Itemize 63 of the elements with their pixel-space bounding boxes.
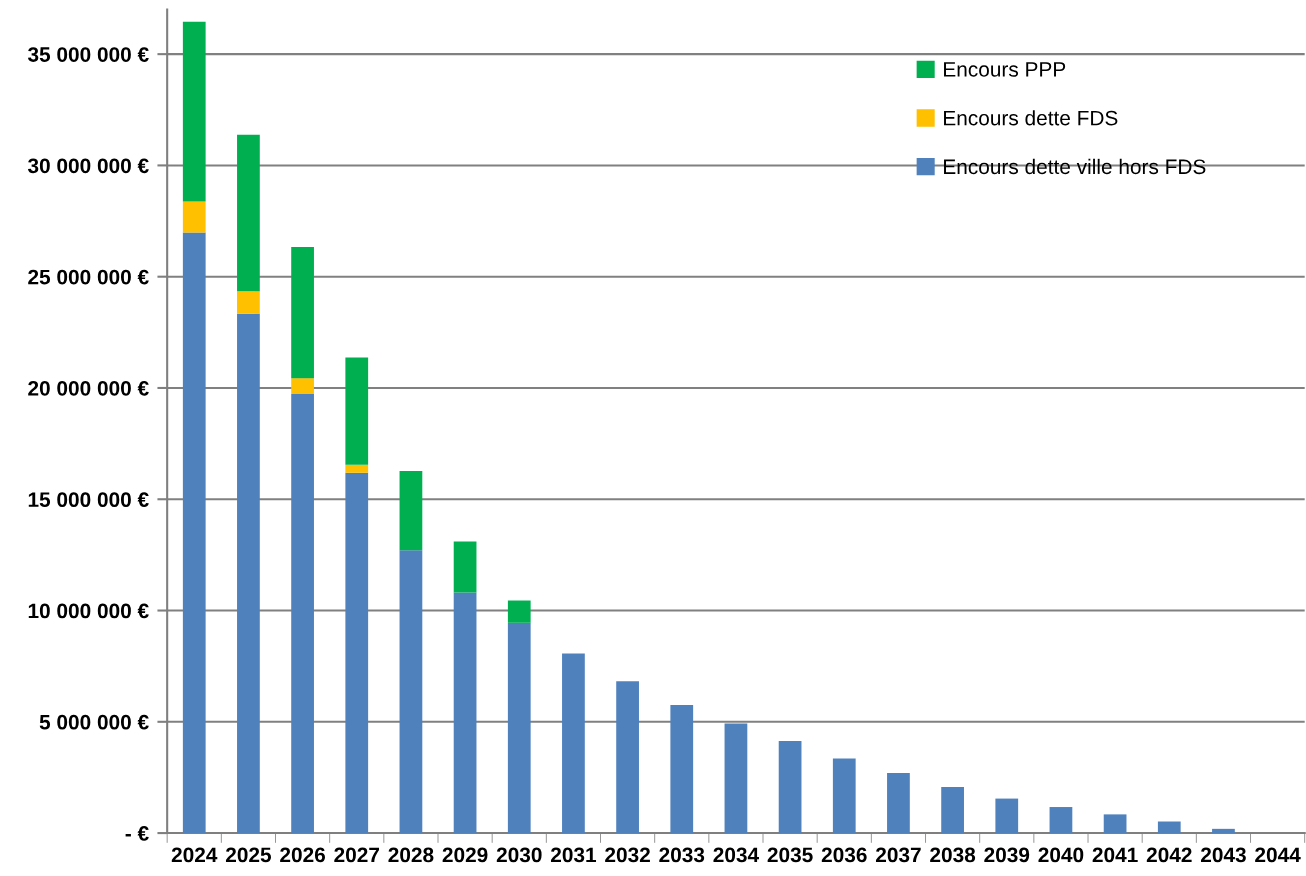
bar	[399, 470, 423, 551]
bar	[941, 787, 964, 834]
x-tick-label: 2026	[280, 847, 326, 863]
bar	[887, 772, 910, 834]
x-tick-label: 2042	[1146, 847, 1192, 863]
y-tick-label: - €	[125, 826, 149, 841]
bar	[562, 653, 585, 834]
x-tick-label: 2040	[1038, 847, 1084, 863]
y-tick-label: 30 000 000 €	[27, 158, 149, 174]
y-tick-label: 10 000 000 €	[28, 603, 149, 619]
x-tick-label: 2044	[1255, 847, 1301, 863]
bar	[507, 622, 531, 834]
bar	[832, 758, 856, 834]
x-tick-label: 2031	[550, 847, 597, 863]
x-tick-label: 2024	[171, 847, 218, 863]
x-tick-label: 2038	[930, 847, 976, 863]
x-tick-label: 2030	[496, 847, 542, 863]
y-tick-label: 15 000 000 €	[28, 492, 149, 507]
y-tick-label: 35 000 000 €	[27, 47, 149, 62]
bar	[670, 705, 694, 834]
x-tick-label: 2027	[334, 847, 380, 863]
x-tick-label: 2028	[388, 847, 434, 863]
x-tick-label: 2034	[713, 847, 759, 863]
bar	[453, 541, 477, 593]
bar	[1212, 828, 1235, 834]
x-tick-label: 2032	[605, 847, 650, 863]
bar	[291, 378, 314, 394]
bar	[237, 313, 260, 834]
bar	[291, 393, 314, 834]
x-tick-label: 2037	[875, 847, 921, 863]
bar	[1157, 821, 1181, 834]
x-tick-label: 2043	[1200, 847, 1246, 863]
bar	[182, 201, 206, 233]
x-tick-label: 2041	[1092, 847, 1138, 863]
bar	[291, 247, 314, 379]
y-tick-label: 5 000 000 €	[39, 714, 149, 730]
bar	[995, 798, 1019, 834]
y-tick-label: 25 000 000 €	[28, 269, 149, 285]
x-tick-label: 2029	[442, 847, 488, 863]
bar	[345, 357, 369, 465]
bar	[1049, 807, 1073, 834]
bar	[616, 681, 639, 834]
bar	[399, 550, 423, 834]
x-tick-label: 2033	[659, 847, 705, 863]
x-tick-label: 2025	[225, 847, 272, 863]
bar	[182, 232, 206, 834]
x-tick-label: 2035	[767, 847, 813, 863]
bar	[453, 592, 477, 834]
x-tick-label: 2036	[821, 847, 867, 863]
x-tick-label: 2039	[984, 847, 1030, 863]
legend-label: Encours dette ville hors FDS	[944, 158, 1206, 175]
bar	[182, 21, 206, 202]
bar	[1103, 814, 1127, 834]
bar	[778, 740, 802, 834]
legend-label: Encours dette FDS	[944, 110, 1118, 126]
y-tick-label: 20 000 000 €	[28, 380, 149, 396]
bar	[237, 291, 260, 314]
bar	[507, 600, 531, 623]
bar	[237, 134, 260, 292]
legend-label: Encours PPP	[944, 62, 1066, 77]
bar	[724, 723, 748, 834]
bar	[345, 472, 369, 834]
bar	[345, 464, 369, 473]
